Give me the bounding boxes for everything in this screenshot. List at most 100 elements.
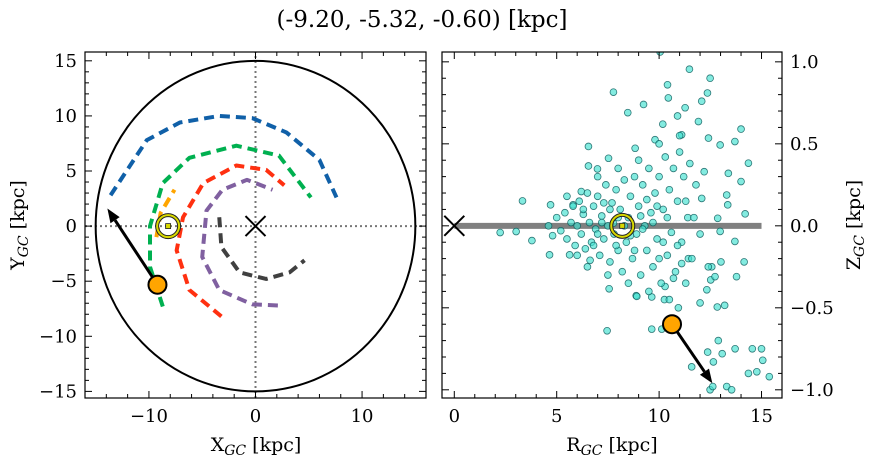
- left-y-axis-label: YGC [kpc]: [7, 180, 32, 271]
- scatter-point: [737, 177, 745, 186]
- scatter-point: [694, 117, 703, 126]
- y-tick-label: 0.0: [790, 216, 819, 237]
- scatter-point: [671, 267, 680, 276]
- axes: −10 0 10 15 10 5 0 −5 −10 −15: [39, 51, 427, 427]
- scatter-point: [731, 237, 739, 246]
- scatter-point: [748, 345, 757, 353]
- scatter-point: [649, 218, 657, 227]
- scatter-point: [658, 120, 667, 128]
- scatter-point: [618, 267, 627, 276]
- scatter-point: [604, 154, 613, 163]
- scatter-point: [708, 382, 717, 391]
- scatter-point: [757, 345, 766, 353]
- scatter-point: [643, 246, 651, 255]
- scatter-point: [697, 97, 706, 105]
- scatter-point: [674, 304, 683, 312]
- scatter-point: [577, 187, 586, 196]
- scatter-point: [681, 197, 690, 206]
- scatter-point: [731, 137, 739, 146]
- scatter-point: [561, 208, 569, 217]
- scatter-point: [655, 140, 663, 148]
- scatter-point: [669, 164, 678, 173]
- scatter-point: [583, 189, 592, 197]
- scatter-point: [713, 303, 722, 311]
- scatter-point: [602, 181, 610, 189]
- scatter-point: [686, 159, 694, 168]
- y-tick-label: −15: [39, 381, 77, 402]
- scatter-point: [579, 205, 588, 214]
- scatter-point: [649, 263, 657, 271]
- scatter-point: [647, 208, 655, 217]
- scatter-point: [571, 241, 579, 250]
- scatter-point: [583, 263, 592, 271]
- scatter-point: [731, 345, 739, 353]
- spiral-arm: [148, 143, 313, 308]
- x-tick-label: 5: [551, 406, 562, 427]
- scatter-point: [603, 326, 611, 335]
- scatter-point: [703, 285, 711, 294]
- scatter-point: [567, 218, 575, 227]
- scatter-point: [545, 251, 554, 259]
- y-tick-label: −5: [50, 271, 77, 292]
- scatter-point: [681, 279, 690, 288]
- scatter-point: [604, 271, 612, 279]
- scatter-point: [653, 202, 661, 210]
- scatter-point: [563, 192, 571, 201]
- scatter-point: [665, 295, 674, 304]
- scatter-point: [724, 169, 733, 178]
- scatter-point: [651, 189, 659, 197]
- velocity-arrow-head: [107, 208, 120, 224]
- scatter-point: [723, 201, 732, 209]
- scatter-point: [593, 192, 602, 201]
- scatter-point: [632, 230, 641, 238]
- object-position-marker: [662, 314, 683, 335]
- scatter-point: [634, 156, 643, 165]
- scatter-point: [552, 213, 561, 222]
- scatter-point: [675, 148, 684, 156]
- scatter-point: [685, 65, 694, 74]
- y-tick-label: 0.5: [790, 134, 819, 155]
- scatter-point: [741, 210, 749, 218]
- scatter-point: [737, 125, 745, 133]
- scatter-point: [744, 159, 753, 167]
- scatter-point: [753, 367, 761, 376]
- scatter-point: [622, 238, 631, 247]
- scatter-point: [673, 197, 682, 206]
- scatter-point: [656, 52, 664, 56]
- scatter-point: [673, 241, 682, 250]
- left-panel-xy-plane: −10 0 10 15 10 5 0 −5 −10 −15: [39, 51, 427, 427]
- scatter-point: [636, 212, 645, 220]
- scatter-point: [626, 192, 635, 201]
- scatter-point: [722, 191, 731, 199]
- scatter-point: [692, 181, 700, 189]
- axes-frame: [441, 51, 783, 399]
- scatter-point: [577, 230, 586, 238]
- scatter-point: [584, 162, 593, 170]
- scatter-point: [645, 287, 653, 296]
- left-y-label-sub: GC: [16, 235, 32, 257]
- scatter-point: [665, 185, 674, 194]
- scatter-point: [634, 202, 643, 210]
- plot-area: [443, 52, 774, 394]
- x-tick-label: −10: [130, 406, 168, 427]
- scatter-point: [593, 230, 602, 238]
- scatter-point: [573, 222, 581, 230]
- scatter-point: [711, 272, 719, 281]
- scatter-point: [727, 386, 736, 394]
- scatter-point: [614, 164, 622, 173]
- scatter-point: [673, 112, 682, 120]
- x-tick-label: 0: [250, 406, 261, 427]
- scatter-point: [643, 195, 651, 204]
- sun-marker-ring: [610, 213, 635, 238]
- y-tick-label: −1.0: [790, 380, 834, 401]
- scatter-point: [585, 218, 594, 227]
- scatter-point: [589, 202, 598, 210]
- scatter-point: [593, 165, 602, 173]
- right-x-axis-label: RGC [kpc]: [566, 434, 657, 459]
- spiral-arm: [217, 217, 306, 281]
- scatter-point: [623, 108, 632, 117]
- galactic-center-marker: [443, 215, 465, 237]
- scatter-point: [620, 176, 629, 184]
- y-tick-label: 10: [54, 106, 77, 127]
